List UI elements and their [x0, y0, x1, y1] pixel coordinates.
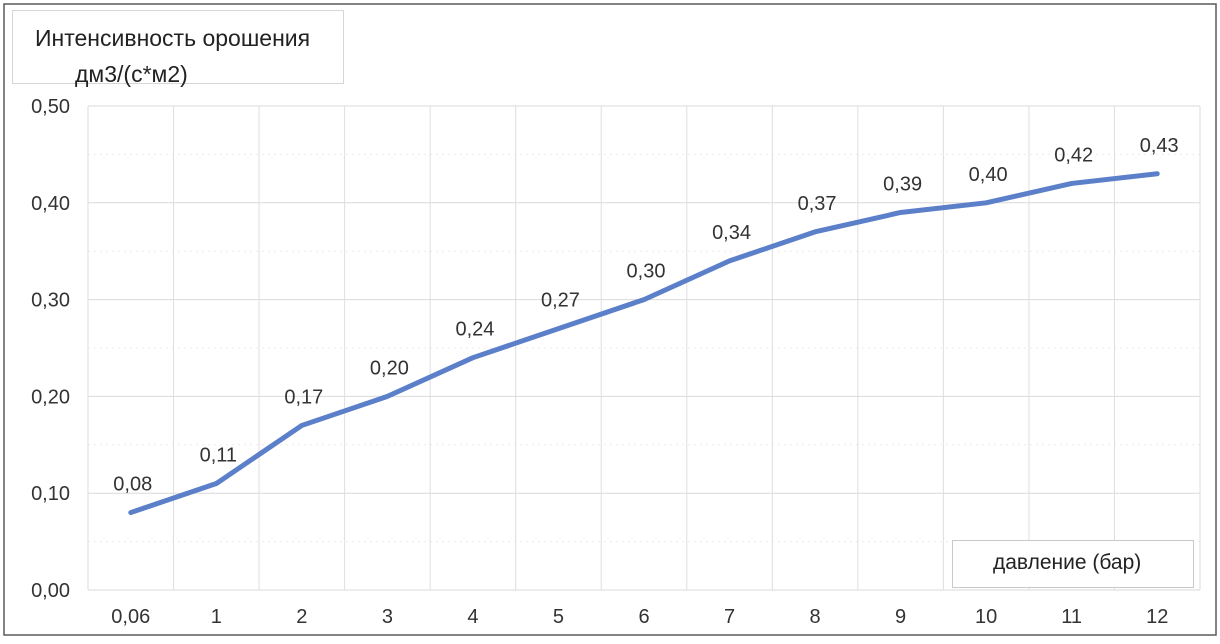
x-tick-label: 7: [724, 606, 735, 628]
data-label: 0,43: [1140, 135, 1179, 157]
x-tick-label: 2: [296, 606, 307, 628]
x-tick-labels: 0,06 1 2 3 4 5 6 7 8 9 10 11 12: [111, 606, 1168, 628]
data-label: 0,11: [200, 445, 237, 467]
data-label: 0,39: [883, 173, 922, 195]
x-tick-label: 12: [1146, 606, 1168, 628]
x-axis-title: давление (бар): [993, 551, 1142, 574]
y-axis-title: Интенсивность орошения: [35, 25, 311, 51]
data-label: 0,37: [798, 193, 837, 215]
data-labels: 0,08 0,11 0,17 0,20 0,24 0,27 0,30 0,34 0,37 0,39…: [113, 135, 1178, 496]
plot-border: [3, 3, 1217, 636]
y-axis-title-box: Интенсивность орошения дм3/(с*м2): [12, 10, 344, 87]
y-tick-label: 0,50: [31, 96, 70, 118]
series-layer: [128, 171, 1160, 516]
x-tick-label: 1: [211, 606, 222, 628]
grid-layer: [87, 105, 1201, 591]
x-tick-label: 5: [553, 606, 564, 628]
data-label: 0,40: [969, 164, 1008, 186]
x-tick-label: 0,06: [111, 606, 150, 628]
x-tick-label: 8: [810, 606, 821, 628]
x-axis-title-box: давление (бар): [952, 540, 1194, 588]
series-line: [128, 171, 1160, 516]
x-tick-label: 3: [382, 606, 393, 628]
x-tick-label: 11: [1061, 606, 1082, 628]
data-label: 0,30: [627, 261, 666, 283]
data-label: 0,34: [712, 222, 751, 244]
y-tick-label: 0,40: [31, 193, 70, 215]
y-tick-label: 0,00: [31, 580, 70, 602]
data-label: 0,27: [541, 290, 580, 312]
x-tick-label: 6: [638, 606, 649, 628]
y-tick-labels: 0,00 0,10 0,20 0,30 0,40 0,50: [31, 96, 70, 602]
y-tick-label: 0,10: [31, 483, 70, 505]
data-label: 0,20: [370, 357, 409, 379]
data-label: 0,17: [284, 386, 323, 408]
x-tick-label: 9: [895, 606, 906, 628]
y-axis-unit: дм3/(с*м2): [75, 61, 188, 87]
data-label: 0,08: [113, 474, 152, 496]
y-tick-label: 0,20: [31, 386, 70, 408]
x-tick-label: 10: [975, 606, 997, 628]
x-tick-label: 4: [467, 606, 478, 628]
data-label: 0,24: [455, 319, 494, 341]
data-label: 0,42: [1054, 144, 1093, 166]
y-tick-label: 0,30: [31, 290, 70, 312]
